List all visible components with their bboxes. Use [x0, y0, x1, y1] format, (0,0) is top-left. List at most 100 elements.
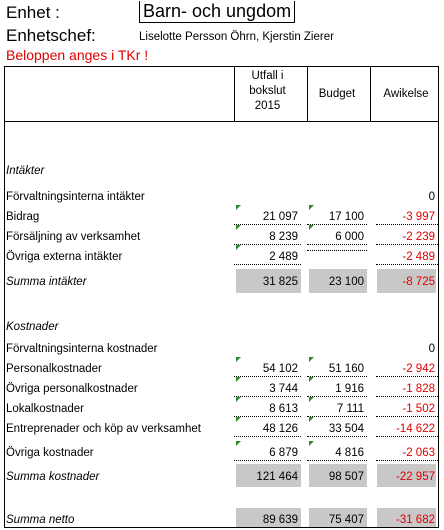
sum-row-net: Summa netto 89 639 75 407 -31 682	[0, 510, 444, 530]
table-row: Övriga personalkostnader 3 744 1 916 -1 …	[0, 379, 444, 399]
sum-fill	[236, 464, 301, 487]
budget-cell: 6 000	[307, 230, 367, 245]
table-row: Personalkostnader 54 102 51 160 -2 942	[0, 359, 444, 379]
actual-cell: 8 613	[234, 402, 301, 417]
budget-cell: 33 504	[307, 422, 367, 437]
deviation-cell: -1 828	[376, 382, 438, 397]
row-label: Summa netto	[6, 514, 75, 526]
row-label: Lokalkostnader	[6, 403, 84, 415]
actual-cell: 54 102	[234, 362, 301, 377]
deviation-cell: 0	[428, 191, 435, 203]
budget-cell: 7 111	[307, 402, 367, 417]
budget-cell: 51 160	[307, 362, 367, 377]
row-label: Summa intäkter	[6, 276, 87, 288]
col-header-utfall-line1: Utfall i	[251, 70, 284, 82]
unit-value: Barn- och ungdom	[139, 1, 296, 23]
row-label: Förvaltningsinterna kostnader	[6, 343, 158, 355]
deviation-cell: -3 997	[376, 210, 438, 225]
comment-marker-icon	[309, 205, 314, 210]
table-row: Övriga kostnader 6 879 4 816 -2 063	[0, 443, 444, 463]
budget-cell: 1 916	[307, 382, 367, 397]
section-title-income: Intäkter	[6, 165, 45, 177]
table-row: Försäljning av verksamhet 8 239 6 000 -2…	[0, 227, 444, 247]
section-title-costs: Kostnader	[6, 321, 59, 333]
budget-cell: 23 100	[328, 276, 364, 288]
table-row: Förvaltningsinterna intäkter 0	[0, 187, 444, 207]
row-label: Övriga externa intäkter	[6, 251, 123, 263]
row-label: Övriga personalkostnader	[6, 383, 138, 395]
table-row: Entreprenader och köp av verksamhet 48 1…	[0, 419, 444, 439]
col-header-utfall-line3: 2015	[254, 100, 281, 112]
row-label: Entreprenader och köp av verksamhet	[6, 423, 201, 435]
actual-cell: 8 239	[234, 230, 301, 245]
comment-marker-icon	[236, 245, 241, 250]
deviation-cell: -2 239	[376, 230, 438, 245]
deviation-cell: -2 063	[376, 446, 438, 461]
col-header-utfall-line2: bokslut	[249, 85, 286, 97]
comment-marker-icon	[309, 357, 314, 362]
col-header-avvikelse: Awikelse	[383, 88, 429, 100]
comment-marker-icon	[236, 205, 241, 210]
manager-label: Enhetschef:	[6, 26, 96, 45]
deviation-cell: -2 489	[376, 250, 438, 265]
budget-cell: 17 100	[307, 210, 367, 225]
report-table	[4, 66, 439, 528]
row-label: Summa kostnader	[6, 471, 100, 483]
row-label: Förvaltningsinterna intäkter	[6, 191, 145, 203]
comment-marker-icon	[236, 441, 241, 446]
col-header-budget: Budget	[318, 88, 356, 100]
sum-fill	[377, 464, 436, 487]
budget-cell	[307, 250, 367, 251]
comment-marker-icon	[309, 225, 314, 230]
table-row: Bidrag 21 097 17 100 -3 997	[0, 207, 444, 227]
actual-cell: 21 097	[234, 210, 301, 225]
deviation-cell: -2 942	[376, 362, 438, 377]
sum-fill	[309, 508, 367, 527]
header-divider	[307, 67, 308, 122]
deviation-cell: -1 502	[376, 402, 438, 417]
actual-cell: 31 825	[262, 276, 298, 288]
comment-marker-icon	[236, 397, 241, 402]
row-label: Övriga kostnader	[6, 447, 94, 459]
comment-marker-icon	[309, 441, 314, 446]
header-divider	[234, 67, 235, 122]
sum-row-costs: Summa kostnader 121 464 98 507 -22 957	[0, 467, 444, 487]
deviation-cell: 0	[428, 343, 435, 355]
comment-marker-icon	[309, 397, 314, 402]
manager-value: Liselotte Persson Öhrn, Kjerstin Zierer	[139, 31, 334, 43]
comment-marker-icon	[309, 417, 314, 422]
deviation-cell: -14 622	[376, 422, 438, 437]
sum-fill	[236, 269, 301, 293]
actual-cell: 89 639	[262, 514, 298, 526]
sum-fill	[309, 269, 367, 293]
sum-row-income: Summa intäkter 31 825 23 100 -8 725	[0, 272, 444, 292]
actual-cell: 6 879	[234, 446, 301, 461]
table-row: Lokalkostnader 8 613 7 111 -1 502	[0, 399, 444, 419]
header-bottom-line	[4, 121, 439, 122]
unit-label: Enhet :	[6, 3, 60, 22]
budget-cell: 4 816	[307, 446, 367, 461]
actual-cell: 121 464	[256, 471, 298, 483]
actual-cell: 2 489	[234, 250, 301, 265]
comment-marker-icon	[236, 417, 241, 422]
currency-note: Beloppen anges i TKr !	[6, 47, 149, 63]
comment-marker-icon	[236, 357, 241, 362]
sum-fill	[377, 508, 436, 527]
sum-fill	[377, 269, 436, 293]
sum-fill	[236, 508, 301, 527]
sum-fill	[309, 464, 367, 487]
row-label: Bidrag	[6, 211, 40, 223]
row-label: Försäljning av verksamhet	[6, 231, 141, 243]
col-header-utfall: Utfall i bokslut 2015	[234, 69, 301, 114]
actual-cell: 48 126	[234, 422, 301, 437]
row-label: Personalkostnader	[6, 363, 102, 375]
deviation-cell: -31 682	[395, 514, 435, 526]
header-divider	[370, 67, 371, 122]
comment-marker-icon	[309, 377, 314, 382]
deviation-cell: -8 725	[402, 276, 435, 288]
comment-marker-icon	[236, 225, 241, 230]
table-row: Förvaltningsinterna kostnader 0	[0, 339, 444, 359]
budget-cell: 75 407	[328, 514, 364, 526]
comment-marker-icon	[236, 377, 241, 382]
deviation-cell: -22 957	[395, 471, 435, 483]
